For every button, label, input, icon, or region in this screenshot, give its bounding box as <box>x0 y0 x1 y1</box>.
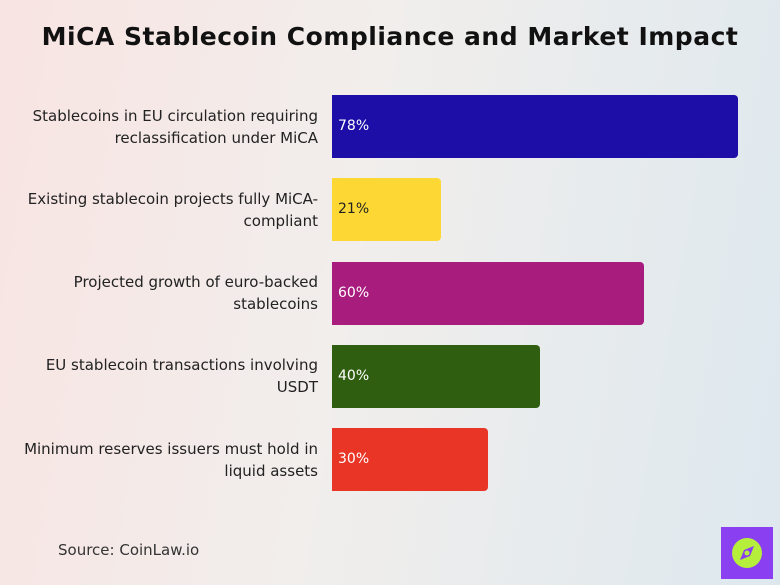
logo-icon <box>732 538 762 568</box>
category-label: Existing stablecoin projects fully MiCA-… <box>27 189 318 230</box>
value-label: 40% <box>338 367 370 384</box>
source: Source: CoinLaw.io <box>58 541 200 559</box>
bar <box>332 178 442 242</box>
category-label: Projected growth of euro-backed stableco… <box>73 273 318 314</box>
bar <box>332 428 489 492</box>
category-label: Minimum reserves issuers must hold in li… <box>24 439 318 480</box>
value-label: 21% <box>338 201 370 218</box>
category-label: EU stablecoin transactions involving USD… <box>45 356 318 397</box>
bar <box>332 261 645 325</box>
value-label: 30% <box>338 451 370 468</box>
logo <box>721 527 773 579</box>
bar <box>332 344 541 408</box>
value-label: 60% <box>338 284 370 301</box>
category-label: Stablecoins in EU circulation requiring … <box>32 106 318 147</box>
bar <box>332 95 738 158</box>
chart-title: MiCA Stablecoin Compliance and Market Im… <box>41 22 739 51</box>
value-label: 78% <box>338 118 370 134</box>
